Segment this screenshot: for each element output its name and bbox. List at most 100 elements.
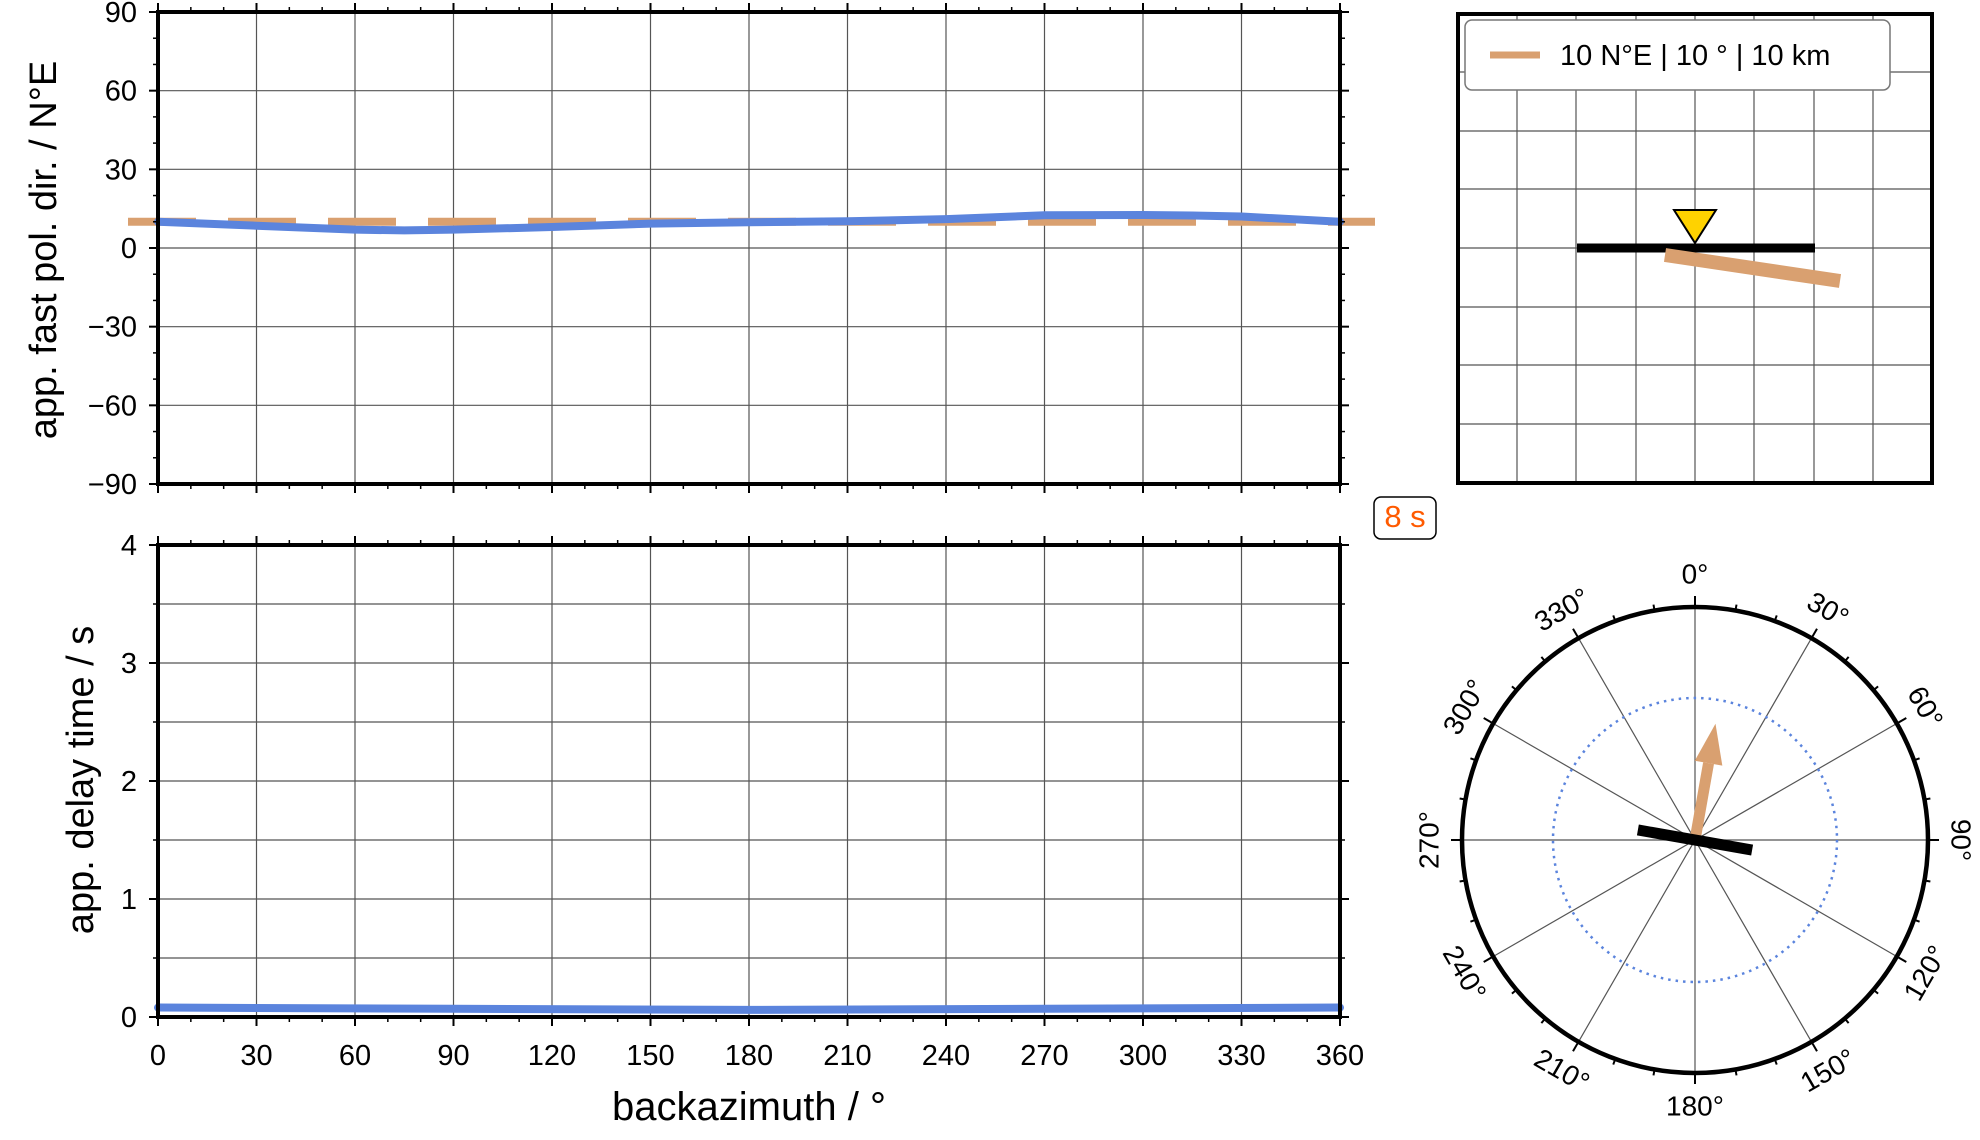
backazimuth-x-tick-labels: 0 30 60 90 120 150 180 210 240 270 300 330 360 bbox=[150, 1040, 1364, 1072]
backazimuth-x-tick-label: 240 bbox=[922, 1040, 970, 1072]
fast-polarization-panel: −90 −60 −30 0 30 60 90 app. fast pol. dir. / N… bbox=[23, 0, 1375, 501]
rose-tick bbox=[1773, 615, 1778, 622]
period-badge-box bbox=[1373, 496, 1437, 540]
fast-polarization-y-tick-labels: −90 −60 −30 0 30 60 90 bbox=[88, 0, 137, 501]
observed-delay-time-line bbox=[154, 1003, 1344, 1014]
delay-time-grid bbox=[158, 545, 1340, 1017]
backazimuth-x-tick-label: 150 bbox=[626, 1040, 674, 1072]
model-dipping-layer-line bbox=[1663, 248, 1842, 288]
fast-polarization-y-tick-label: 60 bbox=[105, 76, 137, 108]
backazimuth-x-tick-label: 90 bbox=[437, 1040, 469, 1072]
backazimuth-x-tick-label: 180 bbox=[725, 1040, 773, 1072]
rose-angle-label: 210° bbox=[1529, 1042, 1595, 1098]
rose-tick bbox=[1540, 656, 1546, 663]
model-arrow-head bbox=[1694, 723, 1723, 766]
model-arrow-shaft bbox=[1689, 762, 1714, 841]
delay-time-ticks bbox=[149, 536, 1349, 1026]
rose-tick bbox=[1924, 797, 1931, 801]
rose-tick bbox=[1612, 615, 1617, 622]
rose-reference-circle bbox=[1551, 696, 1839, 984]
rose-tick bbox=[1483, 717, 1494, 725]
rose-angle-label: 60° bbox=[1901, 681, 1949, 733]
observed-delay-time-curve bbox=[154, 1003, 1344, 1014]
rose-tick bbox=[1612, 1058, 1617, 1065]
fast-polarization-y-tick-label: −30 bbox=[88, 312, 137, 344]
rose-tick bbox=[1773, 1058, 1778, 1065]
rose-tick bbox=[1872, 685, 1879, 691]
fast-polarization-ticks bbox=[149, 3, 1349, 493]
backazimuth-x-tick-label: 300 bbox=[1119, 1040, 1167, 1072]
rose-tick bbox=[1470, 918, 1477, 923]
backazimuth-x-tick-label: 330 bbox=[1217, 1040, 1265, 1072]
rose-tick bbox=[1652, 1069, 1656, 1076]
model-geometry-frame bbox=[1456, 12, 1934, 485]
rose-tick bbox=[1810, 1041, 1818, 1052]
rose-angle-label: 90° bbox=[1946, 819, 1977, 861]
rose-angle-label: 240° bbox=[1437, 940, 1493, 1006]
rose-angle-label: 300° bbox=[1437, 674, 1493, 740]
rose-tick bbox=[1913, 757, 1920, 762]
rose-tick bbox=[1483, 955, 1494, 963]
station-triangle-icon bbox=[1672, 209, 1718, 245]
rose-angle-label: 180° bbox=[1666, 1091, 1724, 1122]
model-geometry-panel: 10 N°E | 10 ° | 10 km bbox=[1456, 12, 1934, 485]
rose-tick bbox=[1652, 604, 1656, 611]
delay-time-y-tick-label: 0 bbox=[121, 1002, 137, 1034]
rose-tick bbox=[1844, 656, 1850, 663]
rose-tick bbox=[1572, 1041, 1580, 1052]
period-badge: 8 s bbox=[1373, 496, 1437, 540]
rose-tick bbox=[1540, 1017, 1546, 1024]
backazimuth-x-tick-label: 0 bbox=[150, 1040, 166, 1072]
backazimuth-x-axis-title: backazimuth / ° bbox=[612, 1085, 886, 1129]
rose-angle-label: 120° bbox=[1897, 940, 1953, 1006]
delay-time-y-tick-label: 4 bbox=[121, 530, 137, 562]
rose-angle-label: 270° bbox=[1414, 811, 1445, 869]
legend: 10 N°E | 10 ° | 10 km bbox=[1464, 19, 1891, 91]
rose-tick bbox=[1470, 757, 1477, 762]
rose-tick bbox=[1572, 628, 1580, 639]
observed-fast-direction-line bbox=[154, 210, 1344, 235]
backazimuth-x-tick-label: 120 bbox=[528, 1040, 576, 1072]
rose-marks bbox=[1636, 723, 1754, 856]
fast-axis-bar bbox=[1636, 824, 1754, 856]
legend-box bbox=[1464, 19, 1891, 91]
fast-polarization-y-tick-label: −90 bbox=[88, 469, 137, 501]
delay-time-y-tick-labels: 0 1 2 3 4 bbox=[121, 530, 137, 1034]
rose-tick bbox=[1913, 918, 1920, 923]
rose-tick bbox=[1511, 989, 1518, 995]
rose-tick bbox=[1810, 628, 1818, 639]
delay-time-y-tick-label: 3 bbox=[121, 648, 137, 680]
rose-angle-label: 30° bbox=[1802, 586, 1854, 634]
rose-tick bbox=[1459, 879, 1466, 883]
fast-polarization-y-tick-label: 0 bbox=[121, 233, 137, 265]
rose-angle-label: 150° bbox=[1795, 1042, 1861, 1098]
backazimuth-x-tick-label: 270 bbox=[1020, 1040, 1068, 1072]
rose-angle-label: 0° bbox=[1682, 559, 1709, 590]
delay-time-y-axis-title: app. delay time / s bbox=[60, 626, 102, 934]
rose-tick bbox=[1896, 955, 1907, 963]
rose-tick bbox=[1924, 879, 1931, 883]
rose-tick bbox=[1844, 1017, 1850, 1024]
backazimuth-x-tick-label: 30 bbox=[240, 1040, 272, 1072]
delay-time-y-tick-label: 1 bbox=[121, 884, 137, 916]
rose-tick bbox=[1459, 797, 1466, 801]
period-label: 8 s bbox=[1384, 499, 1425, 534]
rose-angle-label: 330° bbox=[1529, 582, 1595, 638]
rose-ticks bbox=[1451, 596, 1939, 1084]
rose-tick bbox=[1734, 604, 1738, 611]
fast-polarization-y-tick-label: 30 bbox=[105, 154, 137, 186]
rose-tick bbox=[1511, 685, 1518, 691]
rose-tick bbox=[1896, 717, 1907, 725]
fast-polarization-grid bbox=[158, 12, 1340, 484]
fast-polarization-y-tick-label: 90 bbox=[105, 0, 137, 29]
backazimuth-x-tick-label: 60 bbox=[339, 1040, 371, 1072]
observed-fast-direction-curve bbox=[154, 210, 1344, 235]
legend-model-label: 10 N°E | 10 ° | 10 km bbox=[1560, 40, 1830, 72]
fast-polarization-y-tick-label: −60 bbox=[88, 390, 137, 422]
delay-time-panel: 0 1 2 3 4 0 30 60 90 120 150 180 2 1 0 240 270 300 330 360… bbox=[60, 530, 1364, 1129]
rose-tick bbox=[1734, 1069, 1738, 1076]
backazimuth-x-tick-label: 360 bbox=[1316, 1040, 1364, 1072]
delay-time-y-tick-label: 2 bbox=[121, 766, 137, 798]
fast-polarization-y-axis-title: app. fast pol. dir. / N°E bbox=[23, 61, 65, 440]
